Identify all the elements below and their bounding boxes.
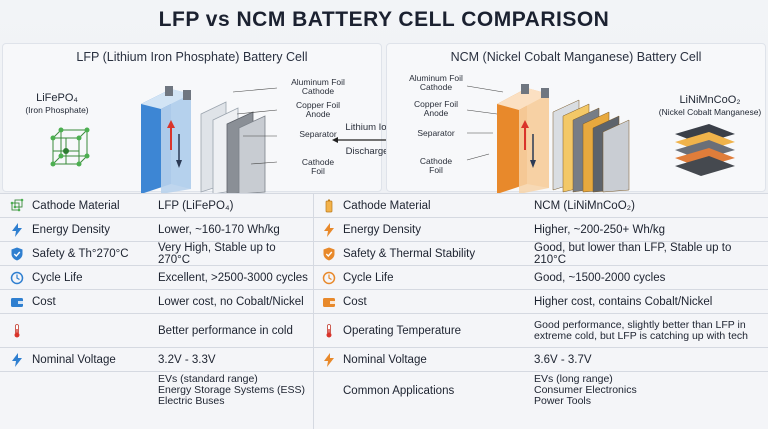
ncm-formula-label: LiNiMnCoO₂ (Nickel Cobalt Manganese) [658,94,762,117]
ncm-row-label: Safety & Thermal Stability [343,247,476,260]
bolt-icon [322,352,336,367]
lfp-callout-aluminum: Aluminum Foil Cathode [291,77,345,96]
ncm-row-label: Cathode Material [343,199,431,212]
ncm-cell-panel: NCM (Nickel Cobalt Manganese) Battery Ce… [386,43,766,194]
ncm-row-label: Common Applications [343,384,455,397]
lfp-row-label: Cathode Material [32,199,120,212]
lfp-row-value: Very High, Stable up to 270°C [158,241,276,266]
table-row: Cycle Life Excellent, >2500-3000 cycles Cy… [0,265,768,289]
lfp-cell-panel: LFP (Lithium Iron Phosphate) Battery Cel… [2,43,382,195]
bolt-icon [10,352,24,367]
ncm-callout-aluminum: Aluminum Foil Cathode [409,73,463,92]
ncm-row-label: Cycle Life [343,271,394,284]
lfp-row-value: Lower, ~160-170 Wh/kg [158,223,280,236]
lfp-row-label [32,314,152,347]
thermometer-icon [10,323,24,338]
bolt-icon [10,222,24,237]
ncm-row-value: 3.6V - 3.7V [534,353,592,366]
lfp-callout-cathode-foil: Cathode Foil [301,157,335,176]
lfp-panel-heading: LFP (Lithium Iron Phosphate) Battery Cel… [76,50,308,64]
ncm-callout-lines [466,85,504,161]
table-row: Better performance in cold Operating Temp… [0,313,768,347]
ncm-row-value: Higher, ~200-250+ Wh/kg [534,223,666,236]
ncm-row-value: NCM (LiNiMnCoO₂) [534,199,635,212]
table-row: Cost Lower cost, no Cobalt/Nickel Cost High… [0,289,768,313]
lfp-lattice-icon [50,127,90,167]
ncm-callout-cathode-foil: Cathode Foil [419,156,453,175]
table-row: Energy Density Lower, ~160-170 Wh/kg Energ… [0,217,768,241]
ncm-cell-illustration [497,84,630,194]
lfp-row-label: Nominal Voltage [32,353,116,366]
ncm-panel-heading: NCM (Nickel Cobalt Manganese) Battery Ce… [450,50,702,64]
cycle-icon [10,271,24,285]
ncm-row-value: EVs (long range) Consumer Electronics Powe… [534,373,637,407]
table-row: Nominal Voltage 3.2V - 3.3V Nominal Voltag… [0,347,768,371]
page-title: LFP vs NCM BATTERY CELL COMPARISON [158,8,610,31]
lattice-icon [10,198,24,213]
table-row: Cathode Material LFP (LiFePO₄) Cathode Mat… [0,193,768,217]
shield-check-icon [10,247,24,261]
ncm-row-value: Higher cost, contains Cobalt/Nickel [534,295,713,308]
lfp-row-value: EVs (standard range) Energy Storage Syste… [158,373,306,407]
lfp-row-label: Cost [32,295,56,308]
lfp-row-label: Safety & Th°270°C [32,247,129,260]
lfp-row-value: Better performance in cold [158,324,293,337]
ncm-row-label: Cost [343,295,367,308]
lfp-cell-illustration [141,86,266,195]
bolt-icon [322,222,336,237]
lfp-row-label [32,372,152,409]
lfp-formula-label: LiFePO₄ (Iron Phosphate) [25,92,89,115]
ncm-row-value: Good performance, slightly better than L… [534,318,748,342]
wallet-icon [322,295,336,309]
ncm-callout-copper: Copper Foil Anode [414,99,458,118]
comparison-table: Cathode Material LFP (LiFePO₄) Cathode Mat… [0,193,768,429]
lfp-row-value: LFP (LiFePO₄) [158,199,234,212]
ncm-row-value: Good, but lower than LFP, Stable up to 2… [534,241,732,266]
thermometer-icon [322,323,336,338]
table-row: EVs (standard range) Energy Storage Syste… [0,371,768,409]
ncm-row-label: Nominal Voltage [343,353,427,366]
lfp-row-value: Lower cost, no Cobalt/Nickel [158,295,304,308]
lfp-callout-copper: Copper Foil Anode [296,100,340,119]
lithium-ion-flow-label: Lithium Ion Flow [345,122,415,133]
wallet-icon [10,295,24,309]
lfp-callout-separator: Separator [299,129,337,139]
ncm-row-value: Good, ~1500-2000 cycles [534,271,666,284]
lfp-callout-lines [232,87,278,165]
lfp-row-value: 3.2V - 3.3V [158,353,216,366]
lfp-row-label: Energy Density [32,223,110,236]
ncm-row-label: Energy Density [343,223,421,236]
ncm-row-label: Operating Temperature [343,324,462,337]
ncm-callout-separator: Separator [417,128,455,138]
table-row: Safety & Th°270°C Very High, Stable up to… [0,241,768,266]
battery-icon [322,199,336,213]
discharge-flow-label: Discharger Flow [345,146,415,157]
cycle-icon [322,271,336,285]
ncm-layer-stack-icon [675,124,735,176]
lfp-row-value: Excellent, >2500-3000 cycles [158,271,308,284]
center-divider [313,193,314,429]
lfp-row-label: Cycle Life [32,271,83,284]
shield-check-icon [322,247,336,261]
